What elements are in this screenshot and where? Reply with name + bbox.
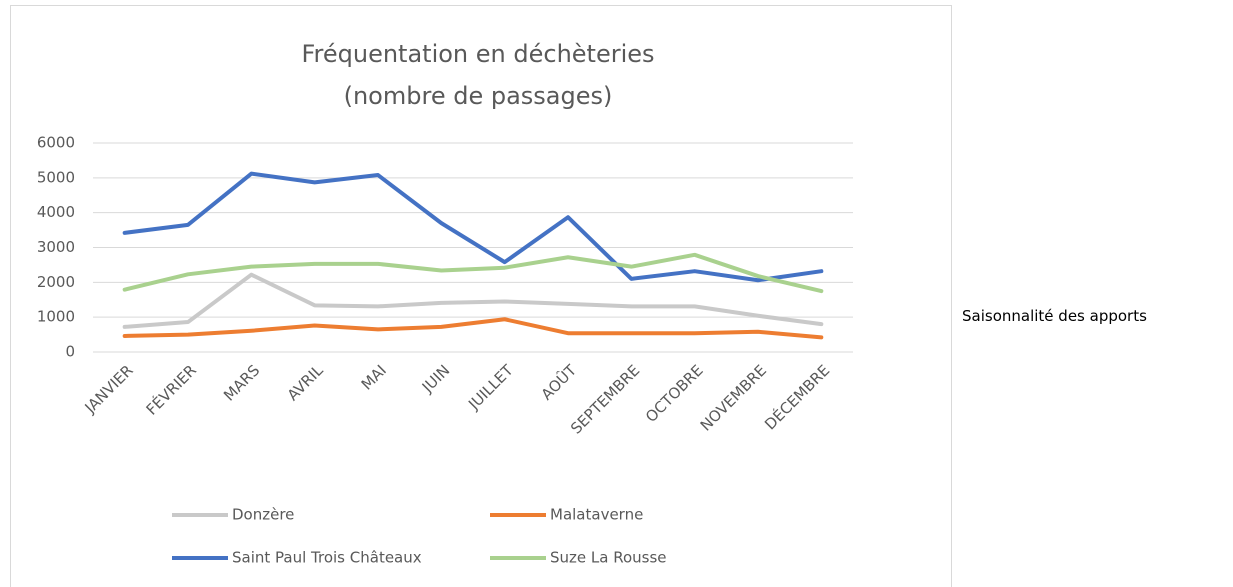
y-tick-label: 6000 — [37, 134, 75, 152]
y-tick-label: 1000 — [37, 308, 75, 326]
legend-label: Suze La Rousse — [550, 549, 667, 567]
y-tick-label: 4000 — [37, 203, 75, 221]
series-line — [122, 272, 824, 329]
chart-frame — [10, 5, 952, 587]
chart: Fréquentation en déchèteries (nombre de … — [10, 5, 952, 587]
legend-label: Malataverne — [550, 506, 643, 524]
legend-label: Donzère — [232, 506, 294, 524]
y-tick-label: 3000 — [37, 238, 75, 256]
legend-label: Saint Paul Trois Châteaux — [232, 549, 422, 567]
series-line — [122, 171, 824, 283]
y-tick-label: 0 — [65, 343, 75, 361]
y-tick-label: 5000 — [37, 168, 75, 186]
side-text: Saisonnalité des apports — [962, 307, 1147, 325]
series-line — [122, 317, 824, 340]
series-line — [122, 252, 824, 294]
y-tick-label: 2000 — [37, 273, 75, 291]
chart-title: Fréquentation en déchèteries — [301, 40, 654, 68]
chart-title: (nombre de passages) — [344, 82, 613, 110]
